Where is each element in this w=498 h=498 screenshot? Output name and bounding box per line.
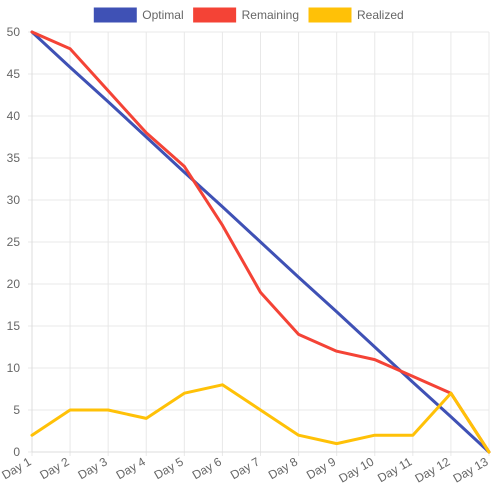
y-tick-label: 30	[7, 193, 21, 207]
y-tick-label: 40	[7, 109, 21, 123]
y-tick-label: 50	[7, 25, 21, 39]
x-tick-label: Day 13	[451, 454, 491, 485]
legend-label-optimal: Optimal	[142, 8, 183, 22]
y-tick-label: 35	[7, 151, 21, 165]
x-tick-label: Day 5	[152, 454, 186, 482]
y-tick-label: 15	[7, 319, 21, 333]
x-tick-label: Day 2	[37, 454, 71, 482]
x-tick-label: Day 3	[76, 454, 110, 482]
legend-swatch-remaining[interactable]	[193, 7, 237, 23]
y-tick-label: 20	[7, 277, 21, 291]
series-lines	[30, 30, 491, 454]
x-tick-label: Day 4	[114, 454, 148, 482]
legend-label-remaining: Remaining	[242, 8, 299, 22]
y-tick-label: 45	[7, 67, 21, 81]
y-tick-label: 0	[13, 445, 20, 459]
x-tick-label: Day 11	[375, 454, 414, 485]
x-tick-label: Day 8	[266, 454, 300, 482]
legend-label-realized: Realized	[357, 8, 404, 22]
y-tick-label: 10	[7, 361, 21, 375]
legend: Optimal Remaining Realized	[93, 7, 404, 23]
x-tick-label: Day 6	[190, 454, 224, 482]
series-line-optimal	[30, 30, 491, 454]
y-tick-label: 5	[13, 403, 20, 417]
x-tick-label: Day 12	[412, 454, 452, 485]
x-tick-label: Day 7	[228, 454, 262, 482]
legend-swatch-realized[interactable]	[308, 7, 352, 23]
grid	[28, 31, 490, 456]
x-tick-label: Day 10	[336, 454, 376, 485]
series-line-realized	[30, 383, 491, 454]
x-tick-label: Day 9	[304, 454, 338, 482]
series-line-remaining	[30, 30, 491, 454]
legend-swatch-optimal[interactable]	[93, 7, 137, 23]
y-tick-label: 25	[7, 235, 21, 249]
